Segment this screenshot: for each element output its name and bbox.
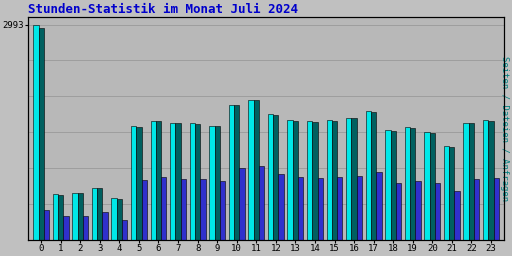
Bar xyxy=(268,114,273,240)
Bar xyxy=(63,216,69,240)
Bar xyxy=(161,177,166,240)
Bar xyxy=(229,105,234,240)
Bar xyxy=(415,181,421,240)
Bar xyxy=(209,126,215,240)
Bar xyxy=(156,121,161,240)
Bar xyxy=(430,133,435,240)
Bar xyxy=(151,121,156,240)
Bar xyxy=(298,177,303,240)
Bar xyxy=(385,130,391,240)
Bar xyxy=(136,127,142,240)
Bar xyxy=(181,179,186,240)
Bar xyxy=(131,126,136,240)
Bar xyxy=(102,212,108,240)
Bar xyxy=(455,191,460,240)
Bar xyxy=(279,174,284,240)
Bar xyxy=(220,181,225,240)
Bar xyxy=(97,188,102,240)
Bar xyxy=(337,177,343,240)
Bar xyxy=(474,179,479,240)
Bar xyxy=(405,127,410,240)
Bar xyxy=(307,121,312,240)
Bar xyxy=(463,123,469,240)
Bar xyxy=(38,28,44,240)
Bar xyxy=(200,179,205,240)
Bar xyxy=(112,198,117,240)
Bar xyxy=(287,120,293,240)
Bar xyxy=(253,100,259,240)
Bar xyxy=(83,216,88,240)
Bar xyxy=(391,131,396,240)
Bar xyxy=(122,220,127,240)
Bar xyxy=(293,121,298,240)
Bar xyxy=(327,120,332,240)
Bar xyxy=(351,119,357,240)
Bar xyxy=(346,118,351,240)
Bar xyxy=(449,147,455,240)
Bar xyxy=(424,132,430,240)
Bar xyxy=(44,210,49,240)
Bar xyxy=(195,124,200,240)
Bar xyxy=(215,126,220,240)
Bar xyxy=(240,168,245,240)
Bar xyxy=(371,112,376,240)
Bar xyxy=(142,180,147,240)
Y-axis label: Seiten / Dateien / Anfragen: Seiten / Dateien / Anfragen xyxy=(500,56,509,201)
Bar xyxy=(58,195,63,240)
Bar xyxy=(483,120,488,240)
Bar xyxy=(117,199,122,240)
Bar xyxy=(189,123,195,240)
Bar xyxy=(494,178,499,240)
Bar xyxy=(410,128,415,240)
Bar xyxy=(357,176,362,240)
Bar xyxy=(332,121,337,240)
Bar xyxy=(273,115,279,240)
Bar xyxy=(366,111,371,240)
Bar xyxy=(78,193,83,240)
Bar xyxy=(444,146,449,240)
Bar xyxy=(259,166,264,240)
Text: Stunden-Statistik im Monat Juli 2024: Stunden-Statistik im Monat Juli 2024 xyxy=(29,3,298,16)
Bar xyxy=(248,100,253,240)
Bar xyxy=(312,122,317,240)
Bar xyxy=(234,105,240,240)
Bar xyxy=(176,123,181,240)
Bar xyxy=(317,178,323,240)
Bar xyxy=(469,123,474,240)
Bar xyxy=(376,172,381,240)
Bar xyxy=(33,25,38,240)
Bar xyxy=(488,121,494,240)
Bar xyxy=(53,194,58,240)
Bar xyxy=(72,193,78,240)
Bar xyxy=(170,123,176,240)
Bar xyxy=(92,187,97,240)
Bar xyxy=(435,183,440,240)
Bar xyxy=(396,183,401,240)
